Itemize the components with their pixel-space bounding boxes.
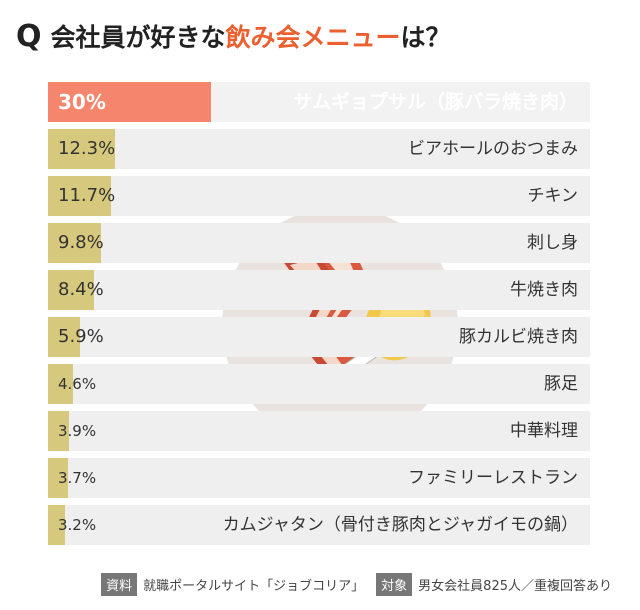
- bar: [48, 270, 94, 310]
- source-footer: 資料 就職ポータルサイト「ジョブコリア」 対象 男女会社員825人／重複回答あり: [101, 572, 612, 596]
- category-label: 刺し身: [527, 233, 578, 253]
- bar: [48, 317, 80, 357]
- source-text: 就職ポータルサイト「ジョブコリア」: [143, 578, 365, 594]
- bar: [48, 458, 68, 498]
- bar-row: 11.7% チキン: [48, 176, 590, 216]
- category-label: チキン: [527, 186, 579, 206]
- data-label: 4.6%: [58, 375, 97, 393]
- category-label: ファミリーレストラン: [408, 468, 578, 488]
- title-prefix: 会社員が好きな: [50, 23, 226, 52]
- bar-row: 30% サムギョプサル（豚バラ焼き肉）: [48, 82, 590, 122]
- data-label: 9.8%: [58, 232, 104, 253]
- target-tag: 対象: [376, 572, 413, 596]
- data-label: 11.7%: [58, 185, 116, 206]
- bar: [48, 129, 115, 169]
- bar-row: 8.4% 牛焼き肉: [48, 270, 590, 310]
- category-label: 豚足: [544, 374, 578, 394]
- bar-row: 12.3% ビアホールのおつまみ: [48, 129, 590, 169]
- bar-row: 4.6% 豚足: [48, 364, 590, 404]
- category-label: 豚カルビ焼き肉: [459, 327, 578, 347]
- bar: [48, 82, 211, 122]
- source-tag: 資料: [101, 572, 138, 596]
- bar: [48, 223, 101, 263]
- bar-row: 3.7% ファミリーレストラン: [48, 458, 590, 498]
- category-label: 中華料理: [510, 421, 578, 441]
- category-label: カムジャタン（骨付き豚肉とジャガイモの鍋）: [222, 515, 578, 535]
- bar-row: 5.9% 豚カルビ焼き肉: [48, 317, 590, 357]
- data-label: 3.7%: [58, 469, 97, 487]
- data-label: 3.2%: [58, 516, 97, 534]
- bar-row: 3.2% カムジャタン（骨付き豚肉とジャガイモの鍋）: [48, 505, 590, 545]
- data-label: 5.9%: [58, 326, 104, 347]
- bar: [48, 411, 69, 451]
- bar: [48, 505, 65, 545]
- bar: [48, 364, 73, 404]
- category-label: 牛焼き肉: [510, 280, 578, 300]
- data-label: 30%: [58, 90, 106, 114]
- data-label: 3.9%: [58, 422, 97, 440]
- data-label: 8.4%: [58, 279, 104, 300]
- title-suffix: は？: [400, 23, 451, 52]
- bar: [48, 176, 111, 216]
- data-label: 12.3%: [58, 138, 116, 159]
- bar-row: 9.8% 刺し身: [48, 223, 590, 263]
- category-label: サムギョプサル（豚バラ焼き肉）: [293, 91, 578, 113]
- bar-row: 3.9% 中華料理: [48, 411, 590, 451]
- target-text: 男女会社員825人／重複回答あり: [418, 578, 612, 594]
- category-label: ビアホールのおつまみ: [408, 139, 578, 159]
- chart-title: Q 会社員が好きな 飲み会メニュー は？: [16, 16, 451, 56]
- question-mark-label: Q: [16, 18, 41, 54]
- title-highlight: 飲み会メニュー: [225, 23, 401, 52]
